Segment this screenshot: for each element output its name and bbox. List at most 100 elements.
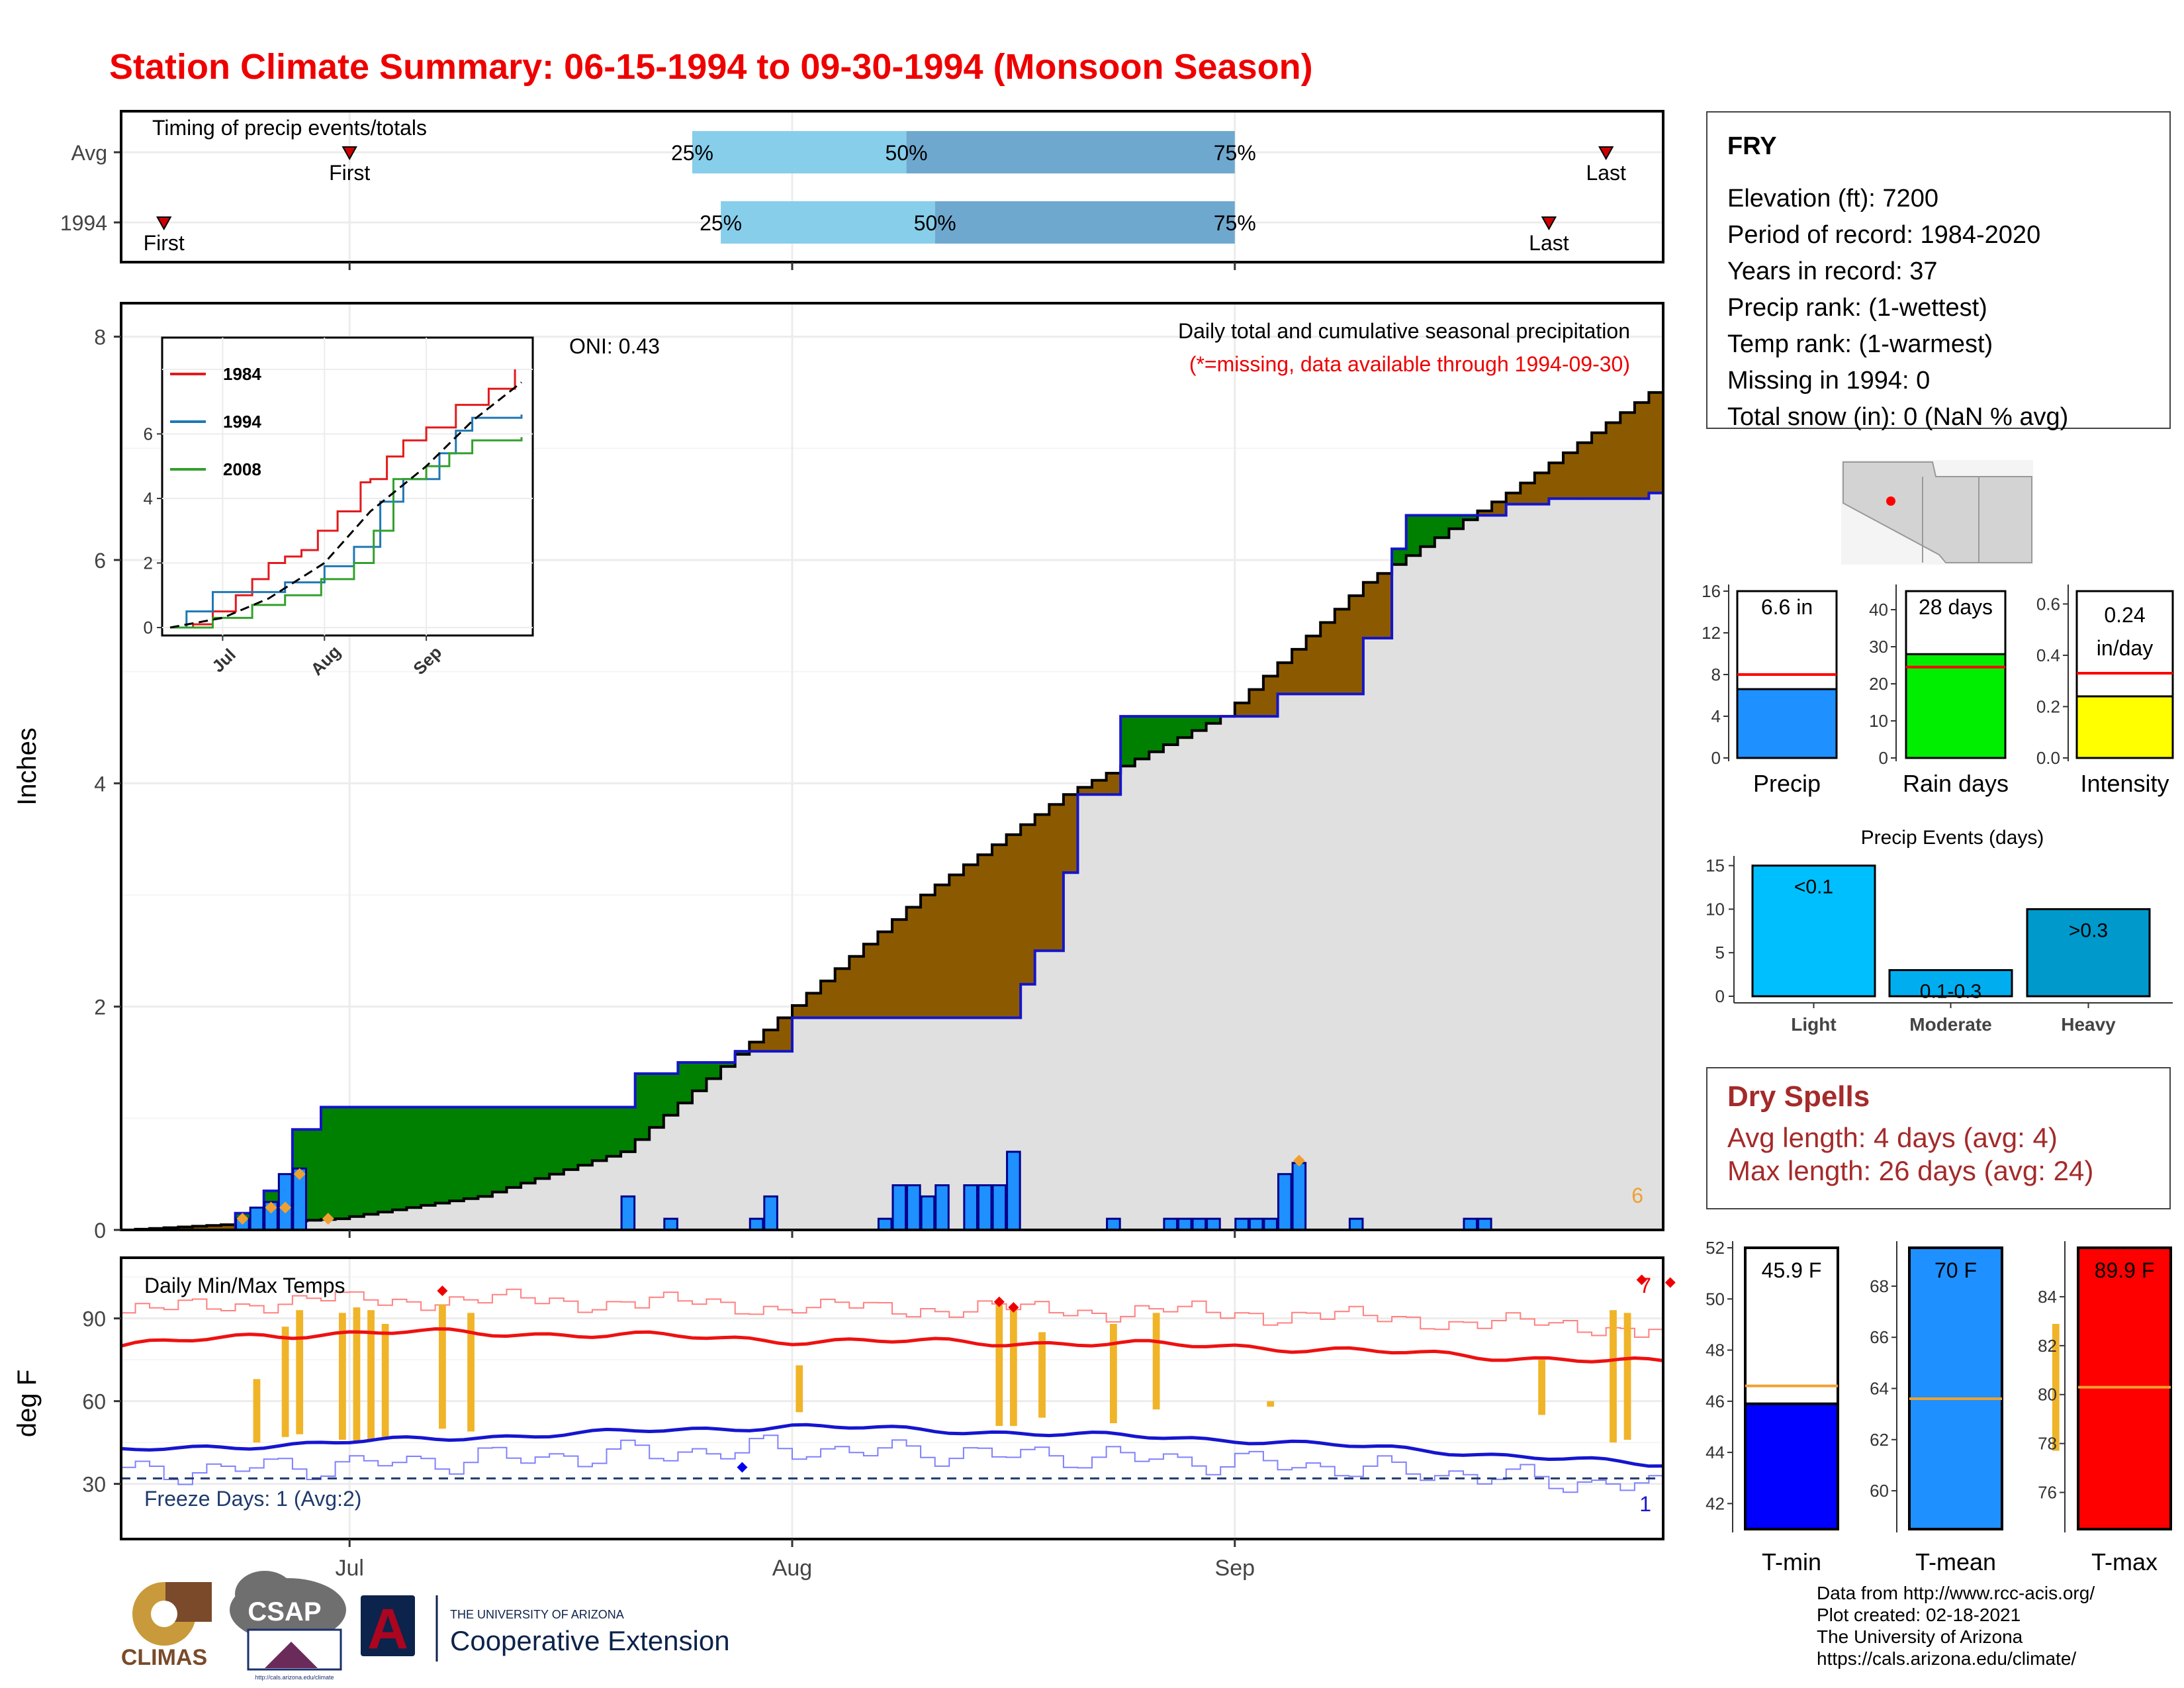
precip-marker (293, 1168, 306, 1180)
above-average-area (1134, 716, 1150, 759)
below-average-area (1606, 422, 1621, 499)
above-average-area (663, 1073, 678, 1115)
csap-logo: CSAP http://cals.arizona.edu/climate (230, 1571, 346, 1681)
above-average-area (706, 1062, 721, 1079)
daily-precip-bar (977, 1184, 993, 1231)
climatology-area (121, 492, 1663, 1231)
above-average-area (578, 1107, 593, 1166)
daily-temp-range-bar (467, 1313, 475, 1432)
temp-bar-tick-label: 66 (1870, 1327, 1889, 1347)
below-average-area (1292, 649, 1307, 694)
above-average-area (649, 1073, 664, 1128)
below-average-area (1092, 780, 1107, 795)
above-average-area (521, 1107, 536, 1184)
record-high-marker (437, 1286, 448, 1296)
below-average-area (821, 980, 836, 1018)
above-average-area (1120, 716, 1136, 767)
inset-ytick-label: 6 (144, 424, 153, 444)
credit-line: https://cals.arizona.edu/climate/ (1817, 1648, 2077, 1669)
timing-p25-label: 25% (700, 211, 742, 235)
above-average-area (1434, 515, 1449, 538)
record-high-marker (1636, 1274, 1647, 1286)
below-average-area (1077, 787, 1093, 795)
inset-frame (161, 336, 534, 637)
events-bar-label: 0.1-0.3 (1920, 981, 1981, 1003)
below-average-area (1649, 392, 1664, 493)
timing-first-marker (341, 146, 357, 161)
station-name: FRY (1727, 132, 1777, 160)
daily-precip-bar (1106, 1217, 1121, 1231)
precip-marker (1293, 1154, 1305, 1167)
cumulative-average-line (121, 391, 1663, 1231)
mini-bar-label: Precip (1753, 770, 1821, 797)
temp-bar-tick-label: 64 (1870, 1379, 1889, 1399)
inset-average-line (169, 381, 522, 629)
precip-ytick-label: 2 (94, 996, 106, 1019)
below-average-area (1577, 442, 1592, 499)
above-average-area (506, 1107, 522, 1188)
daily-precip-bar (1463, 1217, 1479, 1231)
timing-last-marker (1541, 216, 1557, 231)
below-average-area (1477, 510, 1492, 516)
below-average-area (192, 1226, 208, 1230)
below-average-area (1592, 432, 1607, 499)
daily-precip-bar (920, 1195, 936, 1231)
daily-precip-bar (1477, 1217, 1492, 1231)
above-average-area (421, 1107, 436, 1205)
avg-tmax-line (120, 1327, 1664, 1364)
temp-bar-t-min (1744, 1402, 1839, 1531)
below-average-area (1363, 582, 1379, 639)
daily-temp-range-bar (796, 1365, 803, 1413)
precip-marker (322, 1213, 334, 1225)
below-average-area (1263, 676, 1279, 717)
below-average-area (1334, 609, 1349, 694)
above-average-area (692, 1062, 707, 1091)
precip-ylabel: Inches (13, 727, 42, 806)
daily-temp-range-bar (253, 1379, 261, 1443)
below-average-area (1492, 502, 1507, 516)
ua-line2: Cooperative Extension (450, 1625, 730, 1656)
events-tick-label: 15 (1706, 856, 1725, 876)
mini-bar-1 (1905, 653, 2007, 759)
temp-ylabel: deg F (13, 1370, 42, 1437)
freeze-days-label: Freeze Days: 1 (Avg:2) (144, 1487, 361, 1511)
below-average-area (1349, 595, 1364, 694)
daily-precip-bar (1006, 1150, 1021, 1231)
above-average-area (721, 1062, 736, 1067)
above-average-area (735, 1051, 750, 1055)
temp-bar-tick-label: 52 (1706, 1238, 1725, 1258)
precip-marker (265, 1201, 277, 1214)
below-average-area (878, 931, 893, 1018)
temp-bar-t-mean (1908, 1246, 2003, 1530)
dry-spells-box: Dry Spells Avg length: 4 days (avg: 4) M… (1706, 1067, 2171, 1209)
mini-tick-label: 20 (1869, 674, 1888, 694)
temp-bar-value: 45.9 F (1762, 1258, 1822, 1282)
daily-precip-bar (1191, 1217, 1207, 1231)
temp-bar-tick-label: 50 (1706, 1289, 1725, 1309)
below-average-area (792, 1005, 807, 1018)
daily-precip-bar (991, 1184, 1007, 1231)
below-average-area (778, 1017, 793, 1052)
record-high-count: 7 (1639, 1274, 1651, 1297)
daily-precip-bar (249, 1206, 265, 1231)
station-period: Period of record: 1984-2020 (1727, 221, 2041, 249)
timing-p50-label: 50% (886, 141, 928, 165)
dry-spells-max: Max length: 26 days (avg: 24) (1727, 1155, 2094, 1186)
above-average-area (1392, 549, 1407, 565)
inset-ytick-label: 4 (144, 489, 153, 508)
above-average-area (606, 1107, 621, 1156)
mini-tick-label: 40 (1869, 600, 1888, 620)
below-average-area (835, 968, 850, 1018)
above-average-area (592, 1107, 608, 1161)
timing-p50-label: 50% (914, 211, 956, 235)
station-missing: Missing in 1994: 0 (1727, 367, 1931, 395)
ua-letter: A (367, 1597, 408, 1661)
below-average-area (1034, 814, 1050, 951)
inset-legend-label: 1984 (223, 364, 261, 384)
map-region (1843, 461, 2032, 563)
record-high-marker (993, 1296, 1005, 1307)
inset-series-1984 (170, 369, 516, 629)
dry-spells-avg: Avg length: 4 days (avg: 4) (1727, 1122, 2058, 1153)
precip-ytick-label: 0 (94, 1219, 106, 1243)
